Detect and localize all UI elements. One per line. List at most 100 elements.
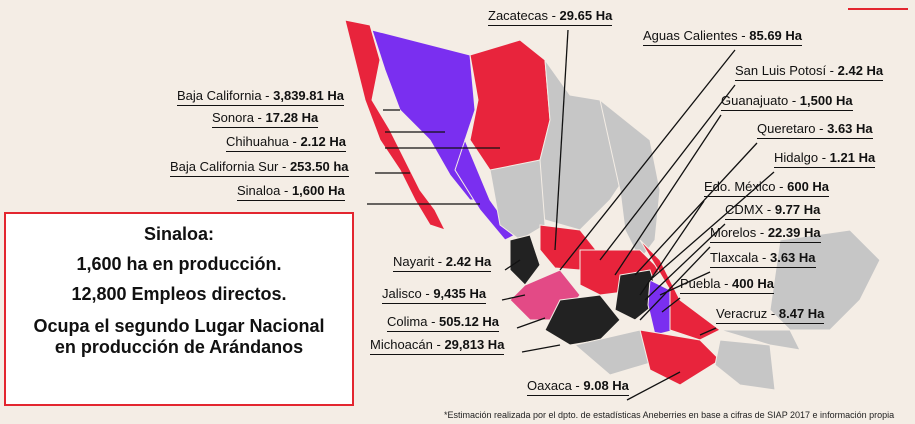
state-label: Aguas Calientes - 85.69 Ha <box>643 28 803 46</box>
leader-line <box>639 246 711 321</box>
state-name: Morelos - <box>710 225 765 240</box>
state-name: Jalisco - <box>382 286 430 301</box>
state-name: Zacatecas - <box>488 8 556 23</box>
state-name: Baja California - <box>177 88 270 103</box>
state-value: 9.77 Ha <box>774 202 821 217</box>
state-value: 29,813 Ha <box>444 337 505 352</box>
state-label: San Luis Potosí - 2.42 Ha <box>735 63 884 81</box>
state-label: Guanajuato - 1,500 Ha <box>721 93 853 111</box>
state-label: Veracruz - 8.47 Ha <box>716 306 825 324</box>
summary-box: Sinaloa: 1,600 ha en producción. 12,800 … <box>4 212 354 406</box>
state-label: Hidalgo - 1.21 Ha <box>774 150 876 168</box>
state-shape <box>639 329 721 386</box>
state-name: CDMX - <box>725 202 772 217</box>
state-name: San Luis Potosí - <box>735 63 834 78</box>
state-value: 1,600 Ha <box>291 183 345 198</box>
summary-line: Ocupa el segundo Lugar Nacional <box>33 316 325 336</box>
state-name: Oaxaca - <box>527 378 580 393</box>
state-label: Edo. México - 600 Ha <box>704 179 830 197</box>
state-value: 600 Ha <box>787 179 830 194</box>
state-label: Sonora - 17.28 Ha <box>212 110 319 128</box>
state-label: Chihuahua - 2.12 Ha <box>226 134 346 152</box>
state-value: 2.12 Ha <box>300 134 346 149</box>
leader-lines <box>367 29 775 401</box>
state-label: Colima - 505.12 Ha <box>387 314 500 332</box>
leader-line <box>504 259 521 271</box>
leader-line <box>626 371 681 401</box>
state-shape <box>719 329 801 351</box>
top-rule <box>848 0 908 10</box>
leader-line <box>661 297 681 313</box>
state-name: Tlaxcala - <box>710 250 767 265</box>
state-value: 253.50 ha <box>289 159 349 174</box>
state-label: Tlaxcala - 3.63 Ha <box>710 250 816 268</box>
state-name: Sinaloa - <box>237 183 289 198</box>
state-label: CDMX - 9.77 Ha <box>725 202 821 220</box>
leader-line <box>639 200 705 296</box>
state-value: 3.63 Ha <box>769 250 816 265</box>
state-value: 9.08 Ha <box>583 378 629 393</box>
state-shape <box>344 19 446 231</box>
state-value: 9,435 Ha <box>433 286 487 301</box>
state-value: 17.28 Ha <box>265 110 319 125</box>
summary-line: en producción de Arándanos <box>54 337 304 357</box>
state-name: Veracruz - <box>716 306 776 321</box>
leader-line <box>614 114 722 276</box>
leader-line <box>501 294 526 301</box>
state-value: 2.42 Ha <box>837 63 884 78</box>
state-name: Aguas Calientes - <box>643 28 746 43</box>
state-name: Sonora - <box>212 110 262 125</box>
state-label: Oaxaca - 9.08 Ha <box>527 378 629 396</box>
state-value: 3.63 Ha <box>827 121 873 136</box>
state-value: 2.42 Ha <box>445 254 492 269</box>
state-name: Queretaro - <box>757 121 824 136</box>
states <box>344 19 881 391</box>
state-label: Zacatecas - 29.65 Ha <box>488 8 613 26</box>
state-value: 8.47 Ha <box>778 306 825 321</box>
state-name: Baja California Sur - <box>170 159 287 174</box>
state-value: 22.39 Ha <box>767 225 821 240</box>
state-label: Morelos - 22.39 Ha <box>710 225 821 243</box>
state-name: Edo. México - <box>704 179 784 194</box>
state-shape <box>769 229 881 331</box>
state-value: 505.12 Ha <box>439 314 500 329</box>
state-name: Michoacán - <box>370 337 441 352</box>
state-name: Hidalgo - <box>774 150 827 165</box>
state-label: Jalisco - 9,435 Ha <box>382 286 487 304</box>
state-shape <box>489 159 546 241</box>
state-label: Nayarit - 2.42 Ha <box>393 254 492 272</box>
state-label: Baja California - 3,839.81 Ha <box>177 88 344 106</box>
summary-title: Sinaloa: <box>143 224 214 244</box>
state-shape <box>469 39 551 176</box>
state-name: Colima - <box>387 314 436 329</box>
leader-line <box>521 344 561 353</box>
state-value: 400 Ha <box>732 276 774 291</box>
leader-line <box>659 271 711 296</box>
state-name: Nayarit - <box>393 254 443 269</box>
state-label: Baja California Sur - 253.50 ha <box>170 159 349 177</box>
state-label: Sinaloa - 1,600 Ha <box>237 183 345 201</box>
state-name: Guanajuato - <box>721 93 797 108</box>
leader-line <box>649 171 775 281</box>
summary-line: 1,600 ha en producción. <box>76 254 282 274</box>
summary-line: 12,800 Empleos directos. <box>71 284 287 304</box>
state-value: 1.21 Ha <box>829 150 876 165</box>
state-label: Michoacán - 29,813 Ha <box>370 337 505 355</box>
leader-line <box>516 317 546 329</box>
state-shape <box>647 279 676 336</box>
state-name: Chihuahua - <box>226 134 297 149</box>
state-shape <box>509 234 541 286</box>
leader-line <box>634 142 758 276</box>
leader-line <box>599 84 736 261</box>
leader-line <box>559 49 736 271</box>
leader-line <box>644 223 726 301</box>
state-value: 3,839.81 Ha <box>273 88 344 103</box>
state-shape <box>519 58 631 231</box>
state-label: Puebla - 400 Ha <box>680 276 774 294</box>
state-name: Puebla - <box>680 276 729 291</box>
state-value: 85.69 Ha <box>749 28 803 43</box>
state-value: 1,500 Ha <box>799 93 853 108</box>
state-shape <box>714 339 776 391</box>
